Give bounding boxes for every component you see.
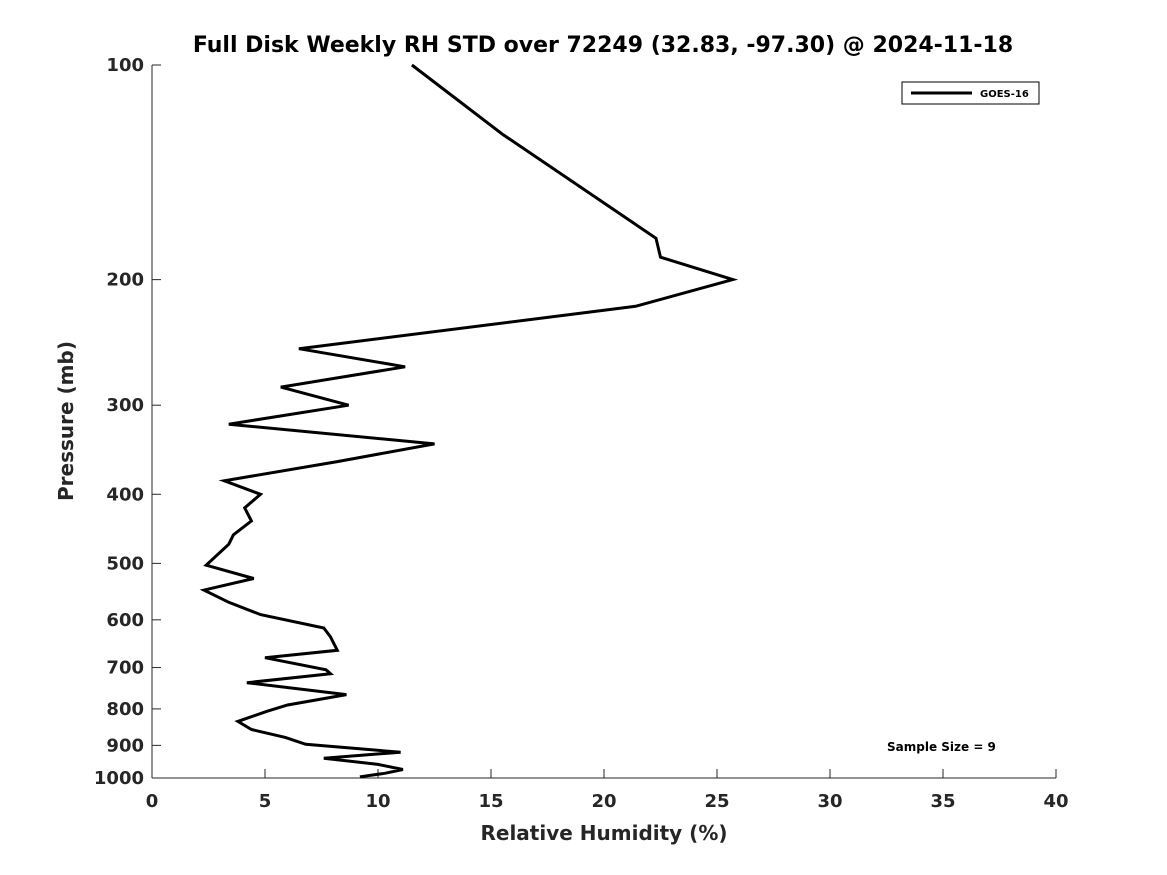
y-tick-label: 200 [106,270,144,291]
x-tick-label: 25 [704,791,729,812]
y-axis-ticks: 100 200 300 400 500 600 700 800 900 1000 [94,55,161,789]
x-tick-label: 10 [365,791,390,812]
x-tick-label: 0 [146,791,159,812]
x-axis-label: Relative Humidity (%) [480,821,727,845]
y-tick-label: 500 [106,553,144,574]
y-axis-label: Pressure (mb) [54,341,78,501]
y-tick-label: 1000 [94,768,144,789]
y-tick-label: 100 [106,55,144,76]
x-tick-label: 40 [1043,791,1068,812]
x-tick-label: 5 [259,791,272,812]
y-tick-label: 800 [106,699,144,720]
x-tick-label: 30 [817,791,842,812]
x-tick-label: 35 [930,791,955,812]
y-tick-label: 900 [106,735,144,756]
plot-area [152,65,1056,778]
x-tick-label: 20 [591,791,616,812]
chart-title: Full Disk Weekly RH STD over 72249 (32.8… [193,33,1013,58]
series-group [199,63,739,779]
legend-entry-goes-16: GOES-16 [980,89,1029,100]
sample-size-annotation: Sample Size = 9 [887,740,996,754]
legend: GOES-16 [901,81,1040,105]
x-axis-ticks: 0 5 10 15 20 25 30 35 40 [146,769,1069,812]
y-tick-label: 300 [106,395,144,416]
y-tick-label: 600 [106,610,144,631]
y-tick-label: 700 [106,658,144,679]
x-tick-label: 15 [478,791,503,812]
y-tick-label: 400 [106,484,144,505]
series-line-goes-16 [199,63,739,779]
